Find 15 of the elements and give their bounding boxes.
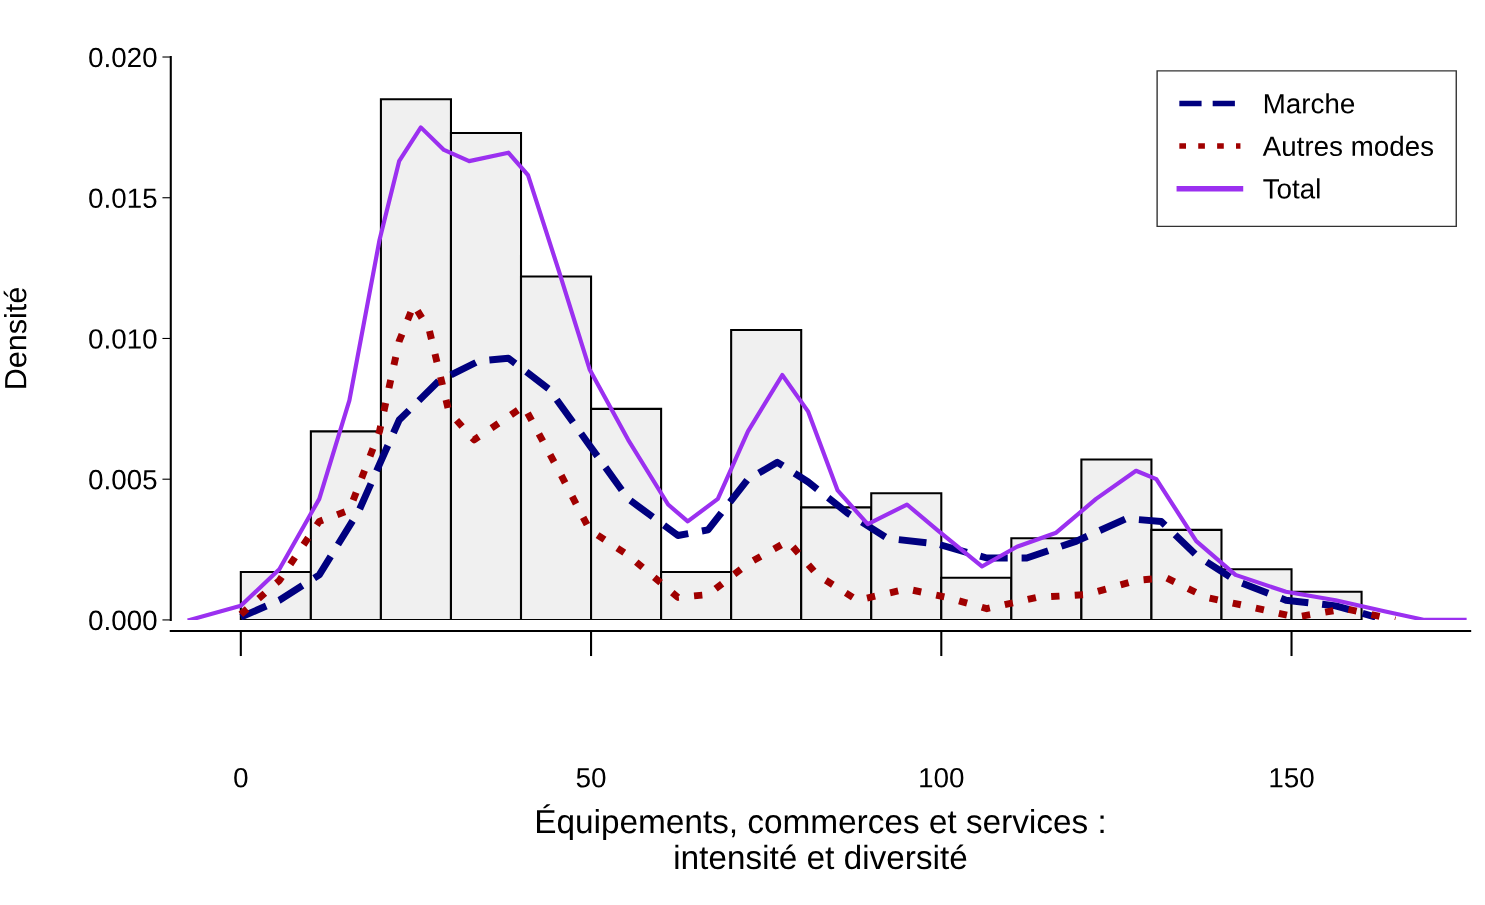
y-tick-label: 0.015 [89,188,157,209]
legend-label: Total [1263,178,1320,199]
legend-label: Marche [1264,93,1355,114]
x-tick-label: 50 [576,767,606,788]
x-tick-label: 100 [920,767,964,788]
y-tick-label: 0.000 [89,610,157,631]
legend-label: Autres modes [1262,135,1434,157]
x-axis-title: Équipements, commerces et services : intensité et diversité [537,804,1104,870]
x-tick-label: 0 [234,767,248,788]
y-tick-label: 0.010 [89,329,157,349]
x-tick-label: 150 [1270,767,1314,788]
y-axis-title: Densité [3,288,27,388]
line-series [187,125,1467,620]
y-tick-label: 0.020 [89,47,157,68]
y-tick-label: 0.005 [89,469,157,490]
